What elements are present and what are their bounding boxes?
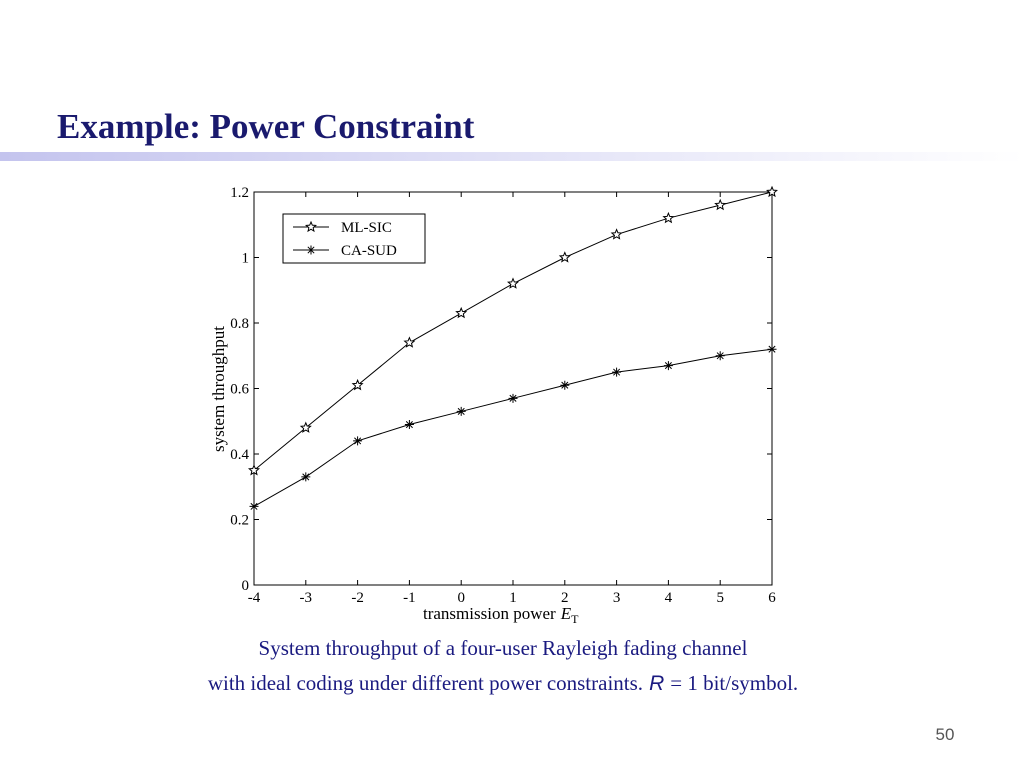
x-tick-label: 3: [613, 590, 621, 606]
marker: [558, 251, 571, 263]
title-rule: [0, 152, 1024, 161]
y-tick-label: 0.2: [230, 513, 249, 529]
marker: [248, 464, 260, 476]
x-tick-label: -3: [300, 590, 313, 606]
x-tick-label: 5: [716, 590, 724, 606]
y-tick-label: 1.2: [230, 185, 249, 201]
y-tick-label: 0: [242, 578, 250, 594]
marker: [249, 501, 259, 511]
marker: [301, 472, 311, 482]
x-label-text: transmission power: [423, 604, 556, 623]
x-tick-label: 0: [457, 590, 465, 606]
marker: [610, 228, 623, 240]
caption-line: System throughput of a four-user Rayleig…: [259, 636, 748, 660]
x-tick-label: 6: [768, 590, 776, 606]
marker: [456, 406, 466, 416]
x-tick-label: 1: [509, 590, 517, 606]
y-axis-label: system throughput: [209, 326, 228, 452]
marker: [403, 336, 416, 348]
marker: [612, 367, 622, 377]
y-tick-label: 0.8: [230, 316, 249, 332]
y-tick-label: 0.4: [230, 447, 249, 463]
marker: [507, 277, 519, 289]
marker: [351, 378, 364, 391]
legend-label: ML-SIC: [341, 220, 392, 236]
caption-text: with ideal coding under different power …: [208, 671, 643, 695]
marker: [766, 185, 778, 198]
caption-text: = 1 bit/symbol.: [670, 671, 798, 695]
page-number: 50: [936, 725, 955, 744]
marker: [353, 436, 363, 446]
marker: [714, 198, 727, 211]
slide-title: Example: Power Constraint: [57, 107, 475, 146]
x-tick-label: -2: [351, 590, 364, 606]
y-tick-label: 0.6: [230, 382, 249, 398]
marker: [715, 351, 725, 361]
marker: [404, 420, 414, 430]
x-tick-label: 4: [665, 590, 673, 606]
y-tick-label: 1: [242, 251, 250, 267]
legend-box: [282, 213, 426, 264]
marker: [560, 380, 570, 390]
marker: [662, 211, 675, 224]
marker: [663, 361, 673, 371]
x-axis-label: transmission power ET: [423, 604, 579, 626]
marker: [508, 393, 518, 403]
marker: [767, 344, 777, 354]
legend-marker: [305, 220, 317, 233]
x-tick-label: -4: [248, 590, 261, 606]
series-line: [253, 348, 773, 507]
x-label-subscript: T: [571, 612, 579, 626]
marker: [299, 421, 312, 433]
x-tick-label: 2: [561, 590, 569, 606]
x-tick-label: -1: [403, 590, 416, 606]
x-label-symbol: E: [560, 604, 572, 623]
marker: [455, 306, 468, 319]
caption-symbol: R: [649, 672, 664, 695]
legend-marker: [306, 245, 316, 255]
caption-line: with ideal coding under different power …: [208, 671, 798, 695]
legend-label: CA-SUD: [341, 243, 397, 259]
